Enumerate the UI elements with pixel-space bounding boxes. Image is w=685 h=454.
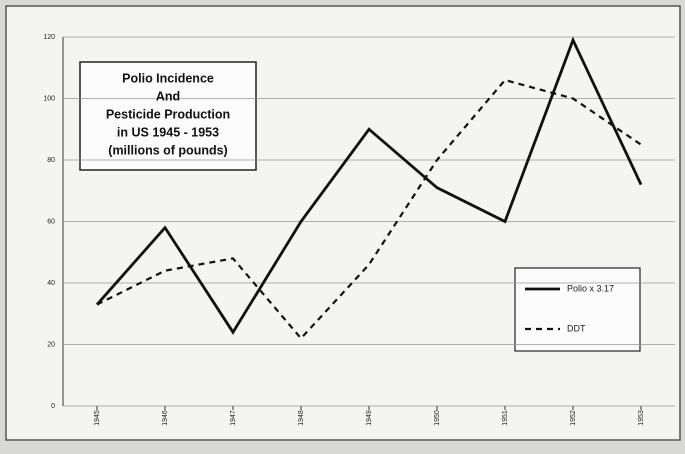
y-tick-label: 40 — [47, 280, 55, 287]
y-tick-label: 0 — [51, 403, 55, 410]
y-tick-label: 100 — [43, 95, 55, 102]
legend-label: Polio x 3.17 — [567, 283, 614, 293]
y-tick-label: 120 — [43, 34, 55, 41]
y-tick-label: 60 — [47, 218, 55, 225]
x-tick-label: 1947 — [230, 410, 237, 426]
x-tick-label: 1949 — [366, 410, 373, 426]
x-tick-label: 1948 — [298, 410, 305, 426]
legend-label: DDT — [567, 323, 586, 333]
title-box — [79, 61, 257, 171]
series-line — [95, 36, 643, 335]
chart-title: Pesticide Production — [106, 107, 230, 121]
legend-box — [514, 267, 641, 352]
x-tick-label: 1946 — [162, 410, 169, 426]
chart-title: in US 1945 - 1953 — [117, 125, 219, 139]
y-tick-label: 80 — [47, 157, 55, 164]
chart-title: And — [156, 89, 180, 103]
x-tick-label: 1953 — [638, 410, 645, 426]
series-line — [96, 78, 642, 341]
x-tick-label: 1950 — [434, 410, 441, 426]
chart-title: (millions of pounds) — [108, 143, 227, 157]
x-tick-label: 1945 — [94, 410, 101, 426]
x-tick-label: 1952 — [570, 410, 577, 426]
y-tick-label: 20 — [47, 341, 55, 348]
x-tick-label: 1951 — [502, 410, 509, 426]
chart-title: Polio Incidence — [122, 71, 214, 85]
